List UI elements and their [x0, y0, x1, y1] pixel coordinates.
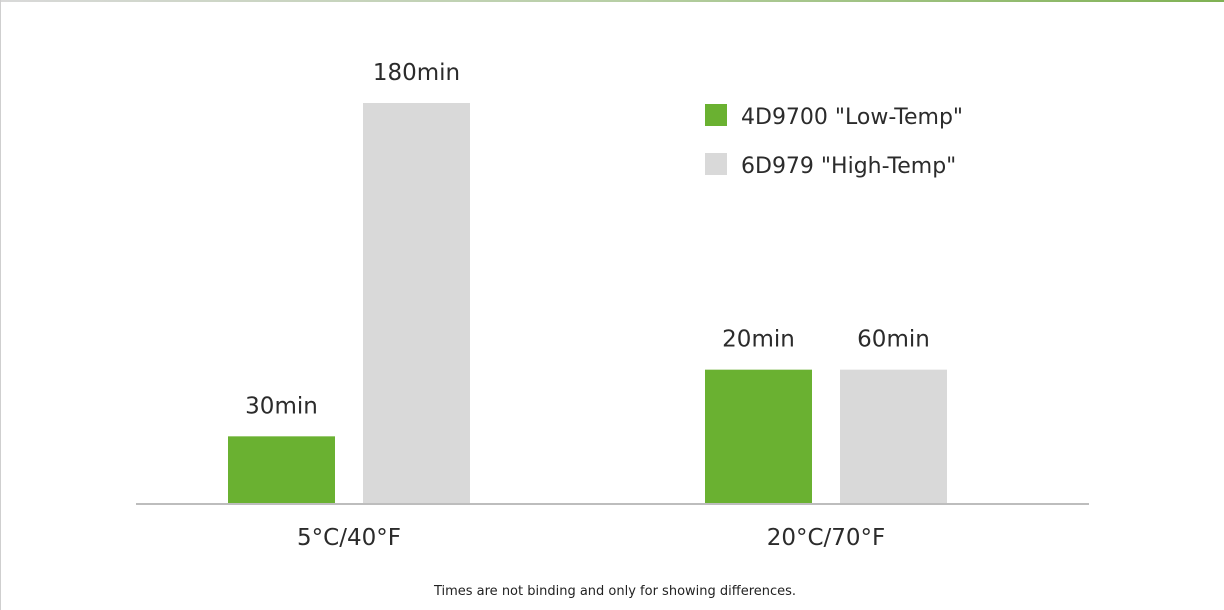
disclaimer-note: Times are not binding and only for showi… — [433, 584, 796, 599]
legend: 4D9700 "Low-Temp" 6D979 "High-Temp" — [705, 104, 963, 179]
legend-swatch-4d9700-low-temp — [705, 104, 727, 126]
value-labels-layer: 30min 180min 20min 60min — [245, 60, 930, 419]
value-label-6d979-high-temp-5-c-40-f: 180min — [373, 60, 460, 86]
legend-swatch-6d979-high-temp — [705, 153, 727, 175]
value-label-4d9700-low-temp-20-c-70-f: 20min — [722, 327, 795, 353]
legend-label-6d979-high-temp: 6D979 "High-Temp" — [741, 154, 956, 179]
x-tick-labels: 5°C/40°F 20°C/70°F — [297, 525, 885, 551]
bar-6d979-high-temp-5-c-40-f — [363, 103, 470, 503]
top-accent-rule — [1, 0, 1224, 2]
value-label-6d979-high-temp-20-c-70-f: 60min — [857, 327, 930, 353]
bar-6d979-high-temp-20-c-70-f — [840, 369, 947, 503]
x-tick-label-1: 5°C/40°F — [297, 525, 401, 551]
x-tick-label-2: 20°C/70°F — [767, 525, 886, 551]
bar-4d9700-low-temp-5-c-40-f — [228, 436, 335, 503]
bar-4d9700-low-temp-20-c-70-f — [705, 369, 812, 503]
bars-layer — [228, 103, 947, 503]
legend-label-4d9700-low-temp: 4D9700 "Low-Temp" — [741, 105, 963, 130]
value-label-4d9700-low-temp-5-c-40-f: 30min — [245, 393, 318, 419]
